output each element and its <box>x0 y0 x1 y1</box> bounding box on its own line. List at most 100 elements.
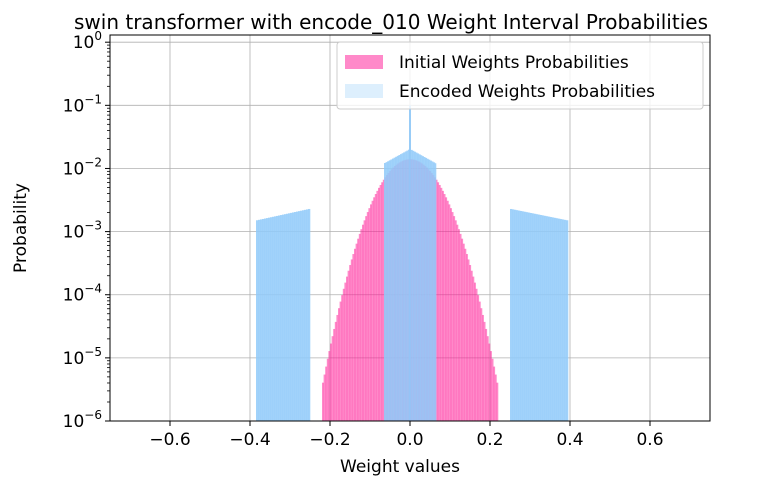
initial-bar <box>350 259 353 421</box>
initial-bar <box>459 233 462 421</box>
initial-bar <box>446 200 449 421</box>
legend: Initial Weights Probabilities Encoded We… <box>336 41 704 110</box>
initial-bar <box>466 254 468 421</box>
initial-bar <box>342 288 345 421</box>
y-axis-ticks: 100 10−1 10−2 10−3 10−4 10−5 10−6 <box>63 29 110 432</box>
encoded-bar <box>554 217 557 421</box>
encoded-bar <box>546 216 549 421</box>
encoded-bar <box>278 215 281 421</box>
encoded-bar <box>422 156 424 421</box>
encoded-bar <box>282 214 285 421</box>
encoded-bar <box>556 218 559 421</box>
initial-bar <box>437 182 440 421</box>
x-axis-label: Weight values <box>340 457 460 477</box>
x-tick-label: −0.6 <box>149 430 190 450</box>
encoded-bar <box>404 151 407 421</box>
initial-bar <box>362 224 364 421</box>
initial-bar <box>328 351 331 421</box>
x-axis-ticks: −0.6 −0.4 −0.2 0.0 0.2 0.4 0.6 <box>149 421 664 450</box>
initial-bar <box>373 197 376 421</box>
initial-bar <box>480 308 483 421</box>
initial-bar <box>470 270 473 421</box>
x-tick-label: 0.2 <box>476 430 503 450</box>
encoded-bar <box>256 220 259 421</box>
initial-bar <box>477 295 480 421</box>
initial-bar <box>496 382 499 421</box>
initial-bar <box>365 216 368 421</box>
initial-bar <box>493 366 496 421</box>
encoded-bar <box>532 213 535 421</box>
y-axis-label: Probability <box>11 183 31 273</box>
encoded-bar <box>512 209 515 421</box>
encoded-bar <box>412 150 415 422</box>
initial-bar <box>360 229 363 421</box>
encoded-bar <box>264 218 267 421</box>
initial-bar <box>474 282 476 421</box>
initial-bar <box>494 374 497 421</box>
encoded-bar <box>414 151 416 422</box>
encoded-bar <box>542 215 545 421</box>
x-tick-label: −0.2 <box>309 430 350 450</box>
encoded-bar <box>302 210 305 421</box>
y-tick-label: 100 <box>73 29 102 53</box>
initial-bar <box>443 194 446 421</box>
encoded-bar <box>426 158 429 421</box>
encoded-bar <box>385 162 388 421</box>
initial-bar <box>448 204 451 421</box>
encoded-bar <box>406 150 409 421</box>
initial-bar <box>354 248 356 421</box>
encoded-bar <box>518 210 521 421</box>
encoded-bar <box>434 163 437 421</box>
encoded-bar <box>298 211 301 421</box>
initial-bar <box>482 314 484 421</box>
initial-bar <box>435 179 438 421</box>
y-tick-label: 10−5 <box>63 345 102 369</box>
encoded-bar <box>417 153 420 421</box>
legend-label-initial: Initial Weights Probabilities <box>399 53 629 73</box>
legend-box <box>336 41 704 110</box>
x-tick-label: 0.0 <box>396 430 423 450</box>
encoded-bar <box>562 219 565 421</box>
encoded-bar <box>393 157 396 422</box>
encoded-bar <box>520 210 523 421</box>
initial-bar <box>451 212 454 421</box>
encoded-bar <box>510 208 513 421</box>
encoded-bar <box>566 220 569 421</box>
encoded-bar <box>266 218 269 421</box>
initial-bar <box>371 200 374 421</box>
encoded-bar <box>415 152 418 422</box>
encoded-bar <box>516 210 519 421</box>
initial-bar <box>355 243 358 421</box>
initial-bar <box>472 276 475 421</box>
initial-bar <box>461 238 464 421</box>
initial-bar <box>334 321 337 421</box>
initial-bar <box>366 212 369 421</box>
encoded-bar <box>392 158 394 421</box>
encoded-bar <box>268 217 271 421</box>
encoded-bar <box>524 211 527 421</box>
encoded-bar <box>290 212 293 421</box>
initial-bar <box>358 233 361 421</box>
encoded-bar <box>536 214 539 421</box>
encoded-bar <box>384 163 386 421</box>
encoded-bar <box>408 149 410 421</box>
encoded-bar <box>304 209 307 421</box>
encoded-bar <box>528 212 531 421</box>
initial-bar <box>382 179 385 421</box>
initial-bar <box>374 194 377 421</box>
encoded-bar <box>286 213 289 421</box>
initial-bar <box>352 254 355 421</box>
encoded-bar <box>418 154 421 421</box>
encoded-bar <box>560 219 563 421</box>
encoded-bar <box>514 209 517 421</box>
encoded-bar <box>388 160 391 421</box>
encoded-bar <box>550 217 553 421</box>
initial-bar <box>478 301 481 421</box>
initial-bar <box>363 220 366 421</box>
initial-bar <box>438 184 441 421</box>
encoded-bar <box>272 216 275 421</box>
initial-bar <box>469 265 472 421</box>
initial-bar <box>339 301 342 421</box>
encoded-bar <box>552 217 555 421</box>
y-tick-label: 10−1 <box>63 92 102 116</box>
